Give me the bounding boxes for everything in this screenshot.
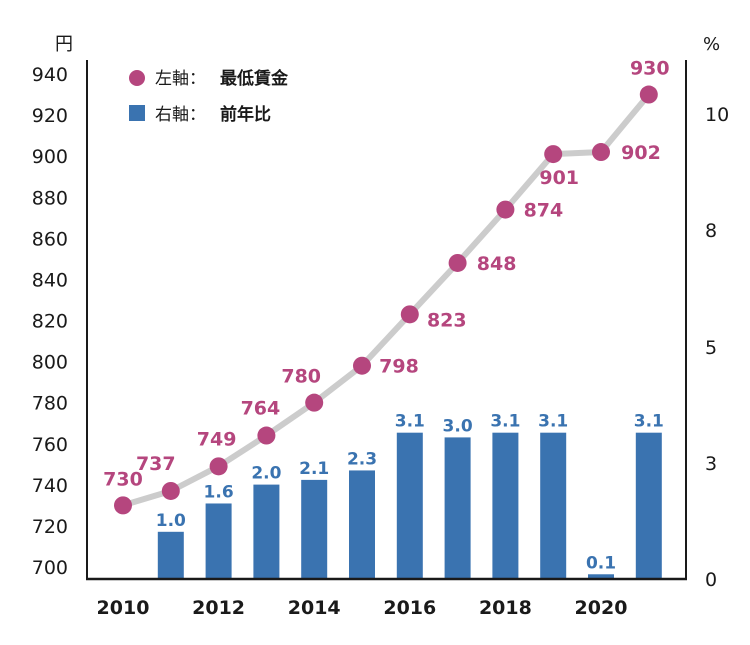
right-tick-label: 8 [705, 220, 717, 242]
line-point [639, 85, 658, 104]
bar-value-label: 2.0 [251, 464, 281, 484]
bar [253, 484, 280, 579]
line-point [161, 481, 180, 500]
left-tick-label: 740 [32, 475, 68, 497]
left-axis-unit: 円 [55, 34, 73, 55]
line-value-label: 848 [477, 253, 517, 275]
line-point [353, 356, 371, 375]
x-axis: 2010 2012 2014 2016 2018 2020 [97, 597, 628, 619]
right-axis-unit: % [703, 34, 720, 55]
bar [349, 470, 375, 579]
line-point [592, 143, 610, 162]
bar-value-label: 3.0 [443, 416, 473, 436]
line-point [544, 145, 563, 164]
bar-value-label: 2.1 [299, 459, 329, 479]
left-tick-label: 940 [32, 64, 68, 86]
left-tick-label: 900 [32, 146, 68, 168]
line-value-label: 749 [197, 428, 237, 450]
left-tick-label: 720 [32, 516, 68, 538]
left-tick-label: 820 [32, 311, 68, 333]
line-point [496, 200, 515, 219]
x-tick-label: 2014 [288, 597, 341, 619]
legend-line-marker [129, 70, 145, 86]
line-value-label: 798 [379, 356, 419, 378]
x-tick-label: 2016 [383, 597, 436, 619]
bar-value-label: 3.1 [634, 412, 664, 432]
legend-line-prefix: 左軸： [155, 69, 206, 89]
left-tick-label: 800 [32, 352, 68, 374]
line-value-label: 874 [524, 200, 564, 222]
legend-line-name: 最低賃金 [220, 68, 289, 89]
bar [396, 432, 423, 579]
right-tick-label: 10 [705, 104, 729, 126]
legend-bar-marker [129, 105, 145, 121]
bar [635, 432, 662, 579]
x-tick-label: 2018 [479, 597, 532, 619]
bar-value-label: 3.1 [395, 412, 425, 432]
bar-value-label: 2.3 [347, 449, 377, 469]
bar-value-label: 3.1 [490, 412, 520, 432]
legend: 左軸： 最低賃金 右軸： 前年比 [129, 68, 289, 125]
line-value-label: 730 [103, 468, 143, 490]
line-point [257, 426, 276, 445]
bar [540, 432, 567, 579]
bar [588, 574, 614, 579]
left-axis: 700 720 740 760 780 800 820 840 860 880 900 920 940 [32, 64, 68, 579]
bar-value-label: 1.6 [204, 482, 234, 502]
right-axis: 0 3 5 8 10 [705, 104, 729, 591]
line-point [209, 457, 228, 476]
line-value-label: 930 [630, 58, 670, 80]
line-point [448, 253, 467, 272]
bar [492, 432, 519, 579]
left-tick-label: 880 [32, 187, 68, 209]
line-value-label: 823 [427, 309, 467, 331]
line-point [114, 496, 132, 515]
bar [444, 437, 471, 579]
right-tick-label: 0 [705, 569, 717, 591]
line-point [400, 305, 419, 324]
bar [205, 503, 232, 579]
line-value-label: 737 [136, 453, 176, 475]
bar-value-label: 3.1 [538, 412, 568, 432]
right-tick-label: 5 [705, 337, 717, 359]
bar [157, 531, 184, 579]
line-value-label: 901 [539, 167, 579, 189]
left-tick-label: 840 [32, 269, 68, 291]
line-value-label: 780 [281, 366, 321, 388]
left-tick-label: 760 [32, 434, 68, 456]
legend-bar-name: 前年比 [220, 104, 271, 125]
bar-value-label: 1.0 [156, 511, 186, 531]
x-tick-label: 2012 [192, 597, 245, 619]
left-tick-label: 780 [32, 393, 68, 415]
line-point [305, 393, 324, 412]
x-tick-label: 2020 [575, 597, 628, 619]
left-tick-label: 920 [32, 105, 68, 127]
bar [301, 479, 328, 579]
right-tick-label: 3 [705, 453, 717, 475]
bars: 1.0 1.6 2.0 2.1 2.3 3.1 3.0 3.1 3.1 0.1 3.1 [156, 412, 664, 579]
left-tick-label: 700 [32, 557, 68, 579]
bar-value-label: 0.1 [586, 553, 616, 573]
x-tick-label: 2010 [97, 597, 150, 619]
line-value-label: 764 [241, 398, 281, 420]
line-value-label: 902 [621, 142, 661, 164]
left-tick-label: 860 [32, 228, 68, 250]
legend-bar-prefix: 右軸： [155, 105, 206, 125]
